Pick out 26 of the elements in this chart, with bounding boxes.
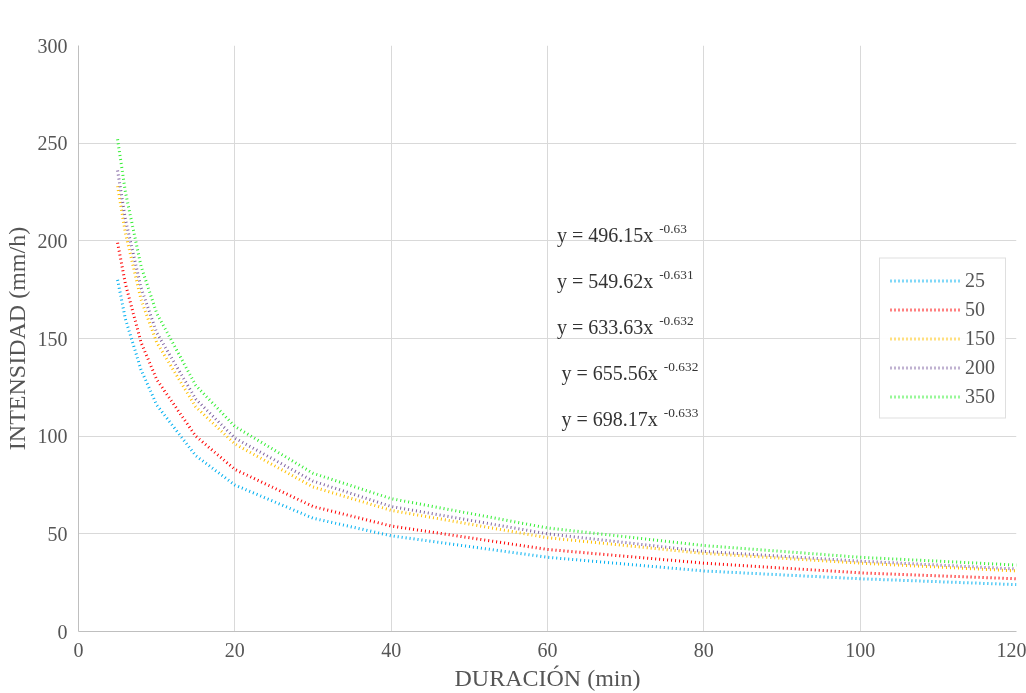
y-tick-label: 150: [37, 327, 68, 350]
y-tick-label: 50: [47, 522, 68, 545]
legend-label: 350: [965, 384, 995, 408]
y-tick-label: 200: [37, 229, 68, 252]
annotation: y = 549.62x-0.631: [556, 267, 694, 294]
x-tick-label: 100: [845, 638, 876, 661]
x-tick-label: 0: [73, 638, 84, 661]
x-tick-label: 80: [693, 638, 714, 661]
annotation: y = 633.63x-0.632: [556, 313, 694, 340]
legend-label: 150: [965, 326, 995, 350]
annotation: y = 496.15x-0.63: [556, 220, 688, 247]
y-tick-label: 300: [37, 34, 68, 57]
x-tick-label: 40: [381, 638, 402, 661]
y-axis-title: INTENSIDAD (mm/h): [3, 226, 30, 451]
legend-label: 25: [965, 268, 985, 292]
x-axis-title: DURACIÓN (min): [454, 664, 641, 691]
x-tick-label: 20: [224, 638, 245, 661]
legend-label: 200: [965, 355, 995, 379]
legend-label: 50: [965, 297, 985, 321]
x-tick-label: 60: [537, 638, 558, 661]
y-tick-label: 100: [37, 425, 68, 448]
y-tick-label: 250: [37, 132, 68, 155]
annotation: y = 655.56x-0.632: [561, 359, 699, 386]
x-tick-label: 120: [996, 638, 1026, 661]
annotation: y = 698.17x-0.633: [561, 405, 699, 432]
y-tick-label: 0: [57, 620, 68, 643]
